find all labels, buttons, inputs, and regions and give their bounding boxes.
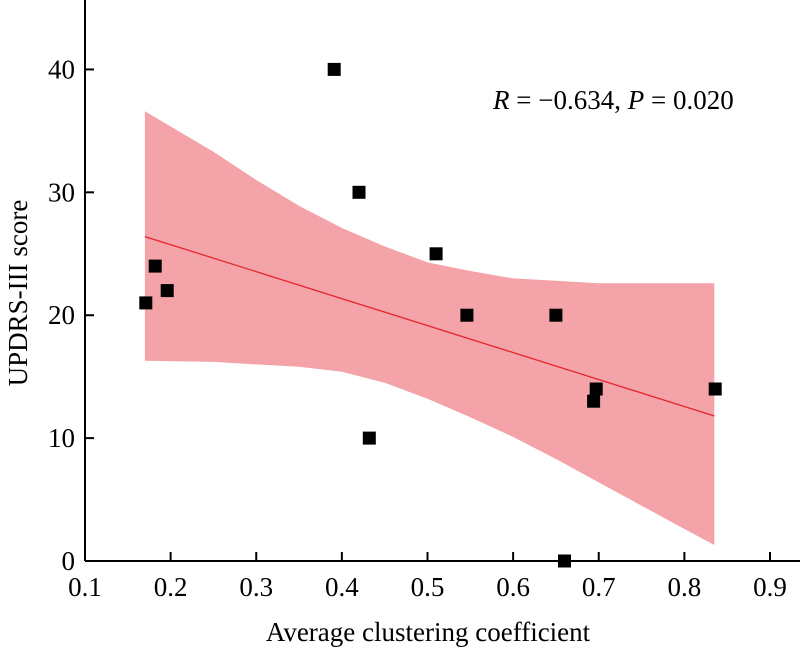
data-point-2 bbox=[148, 259, 162, 273]
x-tick-label: 0.7 bbox=[582, 572, 616, 602]
x-axis-title: Average clustering coefficient bbox=[266, 617, 591, 647]
correlation-annotation: R = −0.634, P = 0.020 bbox=[492, 85, 734, 115]
x-tick-label: 0.4 bbox=[325, 572, 359, 602]
axes-layer bbox=[84, 0, 800, 562]
data-point-12 bbox=[589, 382, 603, 396]
data-point-7 bbox=[429, 247, 443, 261]
y-tick-label: 40 bbox=[48, 54, 75, 84]
data-point-13 bbox=[708, 382, 722, 396]
x-tick-label: 0.1 bbox=[68, 572, 102, 602]
p-symbol: P bbox=[627, 85, 645, 115]
data-points-layer bbox=[139, 62, 722, 568]
y-tick-label: 0 bbox=[62, 546, 76, 576]
x-tick-label: 0.6 bbox=[496, 572, 530, 602]
data-point-11 bbox=[587, 394, 601, 408]
data-point-8 bbox=[460, 308, 474, 322]
data-point-9 bbox=[549, 308, 563, 322]
r-value: = −0.634, bbox=[510, 85, 628, 115]
x-ticks: 0.1 0.2 0.3 0.4 0.5 0.6 0.7 0.8 0.9 bbox=[68, 552, 787, 602]
y-tick-label: 10 bbox=[48, 423, 75, 453]
x-tick-label: 0.8 bbox=[668, 572, 702, 602]
x-tick-label: 0.2 bbox=[154, 572, 188, 602]
fit-line-layer bbox=[144, 235, 715, 417]
data-point-3 bbox=[160, 284, 174, 298]
data-point-5 bbox=[352, 185, 366, 199]
y-tick-label: 30 bbox=[48, 177, 75, 207]
data-point-4 bbox=[327, 62, 341, 76]
y-axis-title: UPDRS-III score bbox=[3, 200, 33, 387]
data-point-1 bbox=[139, 296, 153, 310]
x-tick-label: 0.9 bbox=[753, 572, 787, 602]
confidence-band bbox=[144, 111, 715, 545]
confidence-band-layer bbox=[144, 111, 715, 545]
x-tick-label: 0.5 bbox=[411, 572, 445, 602]
r-symbol: R bbox=[492, 85, 510, 115]
fit-line bbox=[144, 235, 715, 417]
x-tick-label: 0.3 bbox=[239, 572, 273, 602]
p-value: = 0.020 bbox=[644, 85, 733, 115]
y-tick-label: 20 bbox=[48, 300, 75, 330]
data-point-6 bbox=[362, 431, 376, 445]
y-ticks: 0 10 20 30 40 bbox=[48, 54, 94, 576]
